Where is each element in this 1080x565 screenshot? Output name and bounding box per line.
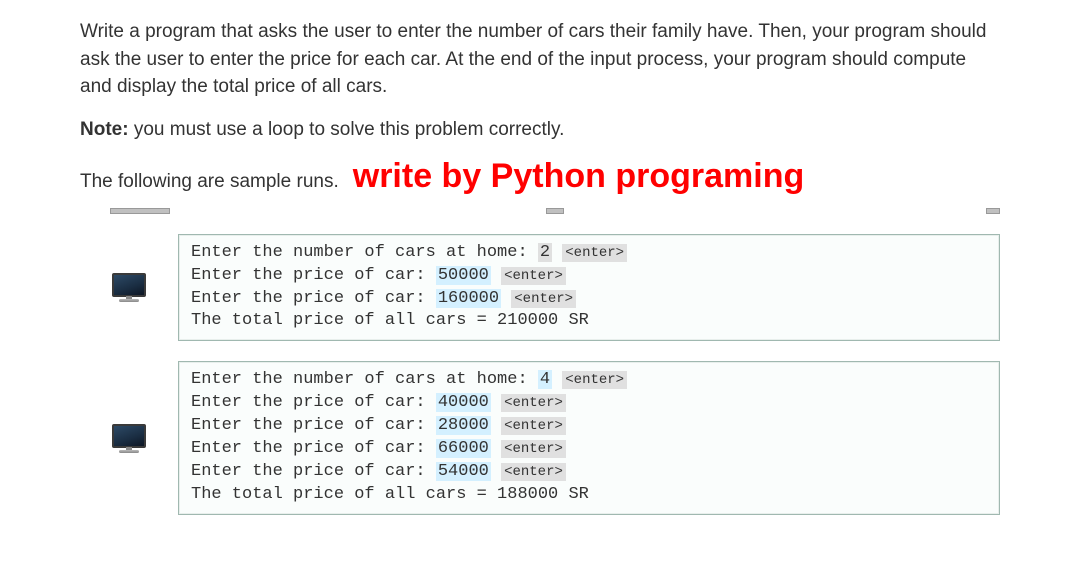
- sample-row: Enter the number of cars at home: 2 <ent…: [110, 234, 1000, 342]
- sample-row: Enter the number of cars at home: 4 <ent…: [110, 361, 1000, 515]
- samples-container: Enter the number of cars at home: 2 <ent…: [80, 234, 1000, 515]
- terminal-line: Enter the price of car: 160000 <enter>: [191, 288, 987, 311]
- terminal-line: Enter the number of cars at home: 2 <ent…: [191, 242, 987, 265]
- terminal-line: Enter the price of car: 66000 <enter>: [191, 438, 987, 461]
- runs-line: The following are sample runs. write by …: [80, 157, 1000, 196]
- runs-label: The following are sample runs.: [80, 171, 339, 193]
- terminal-line: Enter the price of car: 40000 <enter>: [191, 392, 987, 415]
- problem-description: Write a program that asks the user to en…: [80, 18, 1000, 101]
- terminal-output: Enter the number of cars at home: 2 <ent…: [178, 234, 1000, 342]
- terminal-line: Enter the price of car: 28000 <enter>: [191, 415, 987, 438]
- terminal-output: Enter the number of cars at home: 4 <ent…: [178, 361, 1000, 515]
- note-line: Note: you must use a loop to solve this …: [80, 119, 1000, 141]
- terminal-line: The total price of all cars = 210000 SR: [191, 310, 987, 333]
- page: Write a program that asks the user to en…: [0, 0, 1080, 565]
- red-heading: write by Python programing: [353, 157, 804, 196]
- terminal-line: The total price of all cars = 188000 SR: [191, 484, 987, 507]
- note-label: Note:: [80, 119, 129, 140]
- note-text: you must use a loop to solve this proble…: [129, 119, 565, 140]
- terminal-line: Enter the price of car: 54000 <enter>: [191, 461, 987, 484]
- monitor-icon: [110, 424, 148, 453]
- scrollbar-decor: [80, 206, 1000, 216]
- terminal-line: Enter the number of cars at home: 4 <ent…: [191, 369, 987, 392]
- terminal-line: Enter the price of car: 50000 <enter>: [191, 265, 987, 288]
- monitor-icon: [110, 273, 148, 302]
